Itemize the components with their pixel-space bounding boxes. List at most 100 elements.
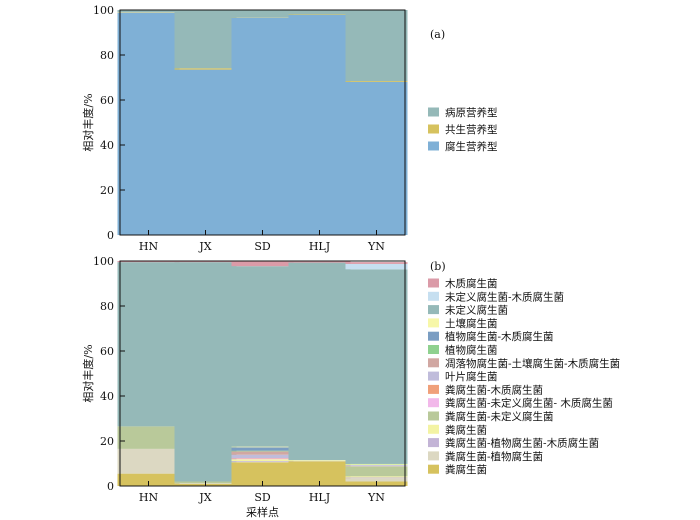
x-tick-label: HN	[139, 491, 159, 504]
bar-segment-SD-8	[231, 454, 294, 459]
legend-swatch	[428, 384, 439, 394]
legend-swatch	[428, 331, 439, 341]
bar-segment-YN-14	[345, 263, 408, 270]
bar-segment-SD-2	[231, 461, 294, 463]
legend-label: 粪腐生菌-未定义腐生菌- 木质腐生菌	[445, 397, 613, 410]
bar-segment-HN-3	[117, 10, 180, 13]
bar-segment-SD-15	[231, 261, 294, 267]
bar-segment-SD-4	[231, 459, 294, 462]
bar-segment-HLJ-13	[288, 262, 351, 461]
bar-segment-HN-15	[117, 261, 180, 263]
bar-segment-SD-6	[231, 458, 294, 460]
legend-label: 粪腐生菌-植物腐生菌	[445, 450, 543, 463]
bar-segment-YN-15	[345, 262, 408, 264]
y-tick-label: 40	[100, 390, 114, 403]
y-tick-label: 20	[100, 435, 114, 448]
legend-label: 粪腐生菌	[445, 463, 487, 476]
legend-label: 粪腐生菌-木质腐生菌	[445, 383, 543, 396]
bar-segment-YN-3	[345, 10, 408, 82]
legend-label: 粪腐生菌	[445, 423, 487, 436]
x-axis-label: 采样点	[246, 505, 279, 519]
y-tick-label: 20	[100, 184, 114, 197]
bar-segment-SD-11	[231, 447, 294, 451]
legend-label: 未定义腐生菌	[445, 304, 508, 317]
bar-segment-HN-13	[117, 262, 180, 427]
bar-segment-YN-2	[345, 478, 408, 482]
legend-swatch	[428, 107, 439, 117]
legend-swatch	[428, 278, 439, 288]
bar-segment-HLJ-1	[288, 14, 351, 236]
bar-segment-JX-13	[174, 262, 237, 482]
x-tick-label: HLJ	[309, 491, 330, 504]
legend-swatch	[428, 398, 439, 408]
bar-segment-HN-1	[117, 12, 180, 236]
x-tick-label: YN	[367, 240, 385, 253]
bar-segment-HN-2	[117, 448, 180, 474]
x-tick-label: JX	[198, 491, 211, 504]
bar-segment-SD-3	[231, 461, 294, 462]
y-tick-label: 0	[107, 229, 114, 242]
y-tick-label: 0	[107, 480, 114, 493]
bar-segment-HLJ-3	[288, 10, 351, 15]
legend-swatch	[428, 345, 439, 354]
bar-segment-JX-2	[174, 68, 237, 70]
y-axis-label: 相对丰度/%	[81, 93, 95, 151]
x-tick-label: JX	[198, 240, 211, 253]
legend-label: 木质腐生菌	[445, 277, 498, 290]
y-tick-label: 100	[93, 255, 114, 268]
y-tick-label: 80	[100, 49, 114, 62]
bar-segment-YN-5	[345, 466, 408, 477]
y-tick-label: 80	[100, 300, 114, 313]
legend-label: 土壤腐生菌	[445, 317, 498, 330]
bar-segment-JX-1	[174, 69, 237, 236]
legend-swatch	[428, 451, 439, 461]
legend-label: 粪腐生菌-未定义腐生菌	[445, 410, 554, 423]
bar-segment-YN-2	[345, 81, 408, 82]
legend-swatch	[428, 438, 439, 448]
bar-segment-HLJ-4	[288, 460, 351, 461]
y-tick-label: 100	[93, 4, 114, 17]
bar-segment-SD-10	[231, 450, 294, 452]
bar-segment-SD-1	[231, 462, 294, 487]
bar-segment-SD-1	[231, 17, 294, 236]
x-tick-label: HLJ	[309, 240, 330, 253]
legend-swatch	[428, 371, 439, 381]
bar-segment-SD-3	[231, 10, 294, 18]
panel-a: 0 20 40 60 80 100 HN JX SD HLJ YN 相对丰度/% (a) 病原营养型共生营…	[81, 4, 498, 253]
legend-swatch	[428, 141, 439, 151]
legend-swatch	[428, 464, 439, 474]
bar-segment-SD-12	[231, 446, 294, 448]
legend-swatch	[428, 424, 439, 434]
legend-label: 腐生营养型	[445, 140, 498, 153]
bar-segment-SD-13	[231, 266, 294, 447]
y-axis-label: 相对丰度/%	[81, 344, 95, 402]
y-tick-label: 40	[100, 139, 114, 152]
legend-label: 病原营养型	[445, 106, 498, 119]
x-tick-label: SD	[254, 491, 271, 504]
legend-swatch	[428, 124, 439, 134]
legend-swatch	[428, 291, 439, 301]
panel-label: (b)	[430, 260, 446, 273]
y-tick-label: 60	[100, 345, 114, 358]
legend-label: 共生营养型	[445, 123, 498, 136]
bar-segment-JX-3	[174, 10, 237, 69]
legend-label: 未定义腐生菌-木质腐生菌	[445, 290, 564, 303]
legend-swatch	[428, 358, 439, 368]
bar-segment-SD-9	[231, 451, 294, 455]
legend-label: 凋落物腐生菌-土壤腐生菌-木质腐生菌	[445, 357, 620, 370]
bar-segment-YN-8	[345, 465, 408, 466]
legend-swatch	[428, 305, 439, 315]
x-tick-label: YN	[367, 491, 385, 504]
bar-segment-HLJ-15	[288, 261, 351, 263]
bar-segment-YN-4	[345, 476, 408, 478]
legend-label: 植物腐生菌	[445, 344, 498, 357]
bar-segment-HN-1	[117, 473, 180, 487]
panel-b: 0 20 40 60 80 100 HN JX SD HLJ YN 相对丰度/% 采样点 (b) 木质腐生菌…	[81, 255, 620, 519]
legend-label: 粪腐生菌-植物腐生菌-木质腐生菌	[445, 437, 599, 450]
bar-segment-HN-5	[117, 426, 180, 449]
legend-swatch	[428, 411, 439, 421]
bar-segment-YN-3	[345, 477, 408, 479]
bar-segment-JX-15	[174, 261, 237, 263]
legend-label: 叶片腐生菌	[445, 370, 498, 383]
